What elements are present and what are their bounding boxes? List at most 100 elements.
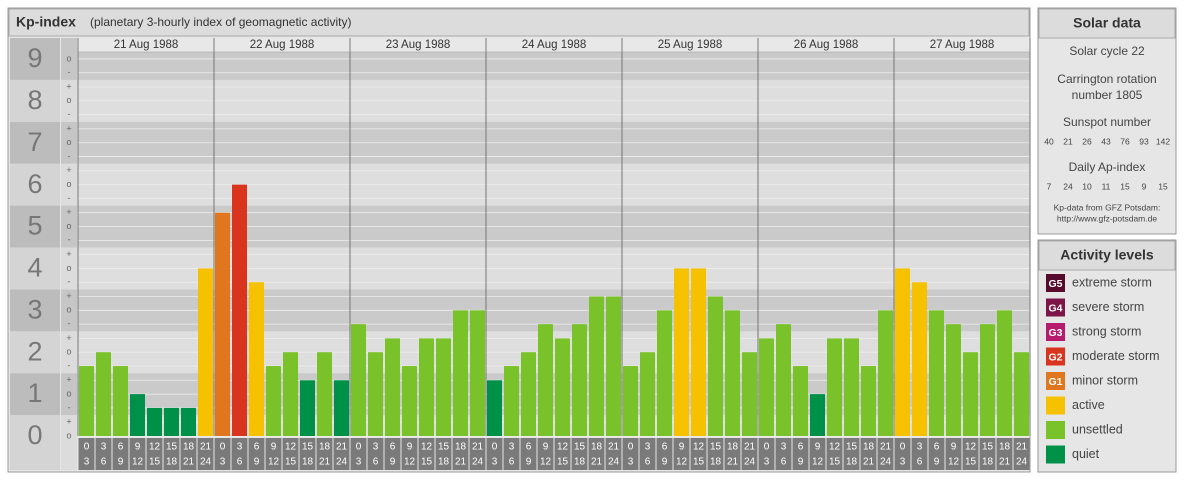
bar: [929, 310, 944, 436]
hour-cell: [197, 438, 214, 470]
bar: [589, 296, 604, 436]
hour-cell: [537, 438, 554, 470]
hour-cell: [962, 438, 979, 470]
hour-label: 3: [84, 457, 90, 468]
bar: [878, 310, 893, 436]
bar: [351, 324, 366, 436]
hour-label: 0: [628, 442, 634, 453]
hour-label: 6: [662, 442, 668, 453]
hour-label: 6: [526, 442, 532, 453]
bar: [300, 380, 315, 436]
bar: [470, 310, 485, 436]
hour-label: 0: [220, 442, 226, 453]
y-tick-label: 9: [27, 43, 42, 73]
bar: [317, 352, 332, 436]
bar: [946, 324, 961, 436]
date-label: 27 Aug 1988: [930, 39, 995, 51]
sunspot-value: 43: [1101, 136, 1111, 146]
legend-label: minor storm: [1072, 373, 1138, 387]
hour-label: 24: [744, 457, 756, 468]
hour-label: 15: [710, 442, 722, 453]
hour-cell: [622, 438, 639, 470]
minor-band: [61, 163, 77, 206]
bar: [691, 268, 706, 436]
sunspot-value: 142: [1156, 136, 1170, 146]
legend-badge: G5: [1048, 278, 1062, 290]
ap-value: 15: [1120, 181, 1130, 191]
bar: [555, 338, 570, 436]
label-band: [10, 205, 60, 248]
band: [78, 415, 1030, 436]
hour-cell: [520, 438, 537, 470]
hour-cell: [707, 438, 724, 470]
hour-label: 24: [472, 457, 484, 468]
bar: [232, 184, 247, 436]
hour-label: 18: [863, 442, 875, 453]
hour-label: 18: [591, 442, 603, 453]
hour-label: 18: [455, 442, 467, 453]
bar: [895, 268, 910, 436]
legend-swatch: [1046, 421, 1065, 439]
hour-label: 6: [645, 457, 651, 468]
side: 40 21 26 43 76 93 142 7 24 10 11 15 9 15 G5 extreme sto…: [1044, 136, 1170, 464]
y-minor-label: o: [66, 430, 71, 440]
hour-label: 9: [526, 457, 532, 468]
hour-label: 3: [917, 442, 923, 453]
ap-title: Daily Ap-index: [1069, 160, 1146, 174]
hour-label: 12: [132, 457, 144, 468]
hour-label: 21: [591, 457, 603, 468]
hour-label: 12: [404, 457, 416, 468]
minor-band: [61, 247, 77, 290]
hour-label: 6: [781, 457, 787, 468]
hour-label: 21: [744, 442, 756, 453]
hour-cell: [605, 438, 622, 470]
bar: [538, 324, 553, 436]
legend-label: severe storm: [1072, 300, 1144, 314]
bar: [674, 268, 689, 436]
solar-title: Solar data: [1073, 15, 1141, 31]
date-header: [214, 38, 350, 52]
hour-cell: [350, 438, 367, 470]
hour-label: 3: [764, 457, 770, 468]
hour-label: 6: [917, 457, 923, 468]
sunspot-title: Sunspot number: [1063, 115, 1151, 129]
date-label: 23 Aug 1988: [386, 39, 451, 51]
ap-value: 15: [1158, 181, 1168, 191]
hour-label: 6: [934, 442, 940, 453]
carrington: number 1805: [1072, 88, 1143, 102]
legend-badge: G1: [1048, 376, 1062, 388]
hour-label: 18: [438, 457, 450, 468]
legend-swatch: [1046, 445, 1065, 464]
plot: 0123456789o+-o+-o+-o+-o+-o+-o+-o+-o+-o03…: [10, 38, 1031, 470]
y-minor-label: +: [66, 291, 71, 301]
legend-badge: G2: [1048, 351, 1062, 363]
y-minor-label: o: [66, 388, 71, 398]
hour-label: 21: [455, 457, 467, 468]
minor-band: [61, 79, 77, 122]
hour-cell: [418, 438, 435, 470]
source-url: http://www.gfz-potsdam.de: [1057, 213, 1157, 223]
hour-cell: [979, 438, 996, 470]
date-label: 21 Aug 1988: [114, 39, 179, 51]
legend-title: Activity levels: [1060, 247, 1154, 263]
hour-label: 3: [900, 457, 906, 468]
solar-header: [1038, 8, 1176, 39]
hour-label: 21: [472, 442, 484, 453]
y-tick-label: 3: [27, 294, 42, 324]
label-band: [10, 121, 60, 164]
hour-label: 12: [540, 457, 552, 468]
ap-value: 9: [1142, 181, 1147, 191]
date-header: [350, 38, 486, 52]
hour-cell: [843, 438, 860, 470]
y-minor-label: -: [68, 193, 71, 203]
hour-label: 15: [166, 442, 178, 453]
hour-label: 24: [1016, 457, 1028, 468]
hour-cell: [775, 438, 792, 470]
legend-swatch: [1046, 372, 1065, 390]
hour-cell: [741, 438, 758, 470]
hour-label: 21: [727, 457, 739, 468]
legend-label: strong storm: [1072, 324, 1141, 338]
bar: [368, 352, 383, 436]
hour-cell: [554, 438, 571, 470]
bar: [997, 310, 1012, 436]
